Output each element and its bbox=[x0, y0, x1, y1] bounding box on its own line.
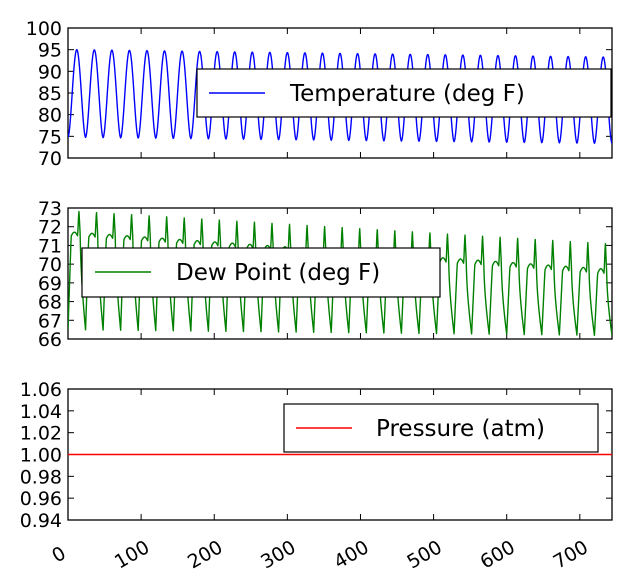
dew-point-ytick-label: 73 bbox=[38, 198, 62, 220]
legend-pressure: Pressure (atm) bbox=[283, 403, 599, 453]
temperature-ytick-label: 100 bbox=[26, 18, 62, 40]
pressure-ytick-label: 1.04 bbox=[20, 401, 62, 423]
legend-pressure-box bbox=[283, 403, 599, 453]
legend-temperature-label: Temperature (deg F) bbox=[289, 81, 525, 107]
pressure-ytick-label: 0.96 bbox=[20, 488, 62, 510]
dew-point-ytick-label: 66 bbox=[38, 329, 62, 351]
temperature-ytick-label: 70 bbox=[38, 148, 62, 170]
temperature-ytick-label: 95 bbox=[38, 40, 62, 62]
dew-point-ytick-label: 68 bbox=[38, 292, 62, 314]
pressure-xtick-label: 500 bbox=[403, 536, 445, 570]
temperature-ytick-label: 85 bbox=[38, 83, 62, 105]
pressure-ytick-label: 1.06 bbox=[20, 379, 62, 401]
dew-point-ytick-label: 67 bbox=[38, 310, 62, 332]
dew-point-ytick-label: 71 bbox=[38, 235, 62, 257]
panel-temperature-x-ticks bbox=[67, 28, 581, 158]
temperature-ytick-label: 80 bbox=[38, 105, 62, 127]
legend-dew-point: Dew Point (deg F) bbox=[81, 247, 441, 298]
legend-temperature-box bbox=[196, 68, 612, 118]
pressure-xtick-label: 100 bbox=[111, 536, 153, 570]
pressure-xtick-label: 0 bbox=[48, 542, 69, 567]
dew-point-ytick-label: 72 bbox=[38, 217, 62, 239]
panel-dew-point-x-ticks bbox=[67, 208, 581, 339]
legend-temperature: Temperature (deg F) bbox=[196, 68, 612, 118]
pressure-ytick-label: 1.02 bbox=[20, 423, 62, 445]
legend-pressure-label: Pressure (atm) bbox=[376, 416, 545, 442]
pressure-xtick-label: 600 bbox=[477, 536, 519, 570]
temperature-ytick-label: 75 bbox=[38, 126, 62, 148]
panel-pressure-y-ticks: 0.940.960.981.001.021.041.06 bbox=[20, 379, 612, 532]
pressure-ytick-label: 1.00 bbox=[20, 445, 62, 467]
dew-point-ytick-label: 69 bbox=[38, 273, 62, 295]
pressure-ytick-label: 0.98 bbox=[20, 466, 62, 488]
pressure-xtick-label: 700 bbox=[550, 536, 592, 570]
legend-dew-point-label: Dew Point (deg F) bbox=[176, 260, 380, 286]
pressure-xtick-label: 300 bbox=[257, 536, 299, 570]
panel-pressure: 0.940.960.981.001.021.041.06 0 100 200 300 4… bbox=[20, 379, 613, 570]
pressure-xtick-label: 400 bbox=[330, 536, 372, 570]
temperature-ytick-label: 90 bbox=[38, 61, 62, 83]
dew-point-ytick-label: 70 bbox=[38, 254, 62, 276]
pressure-ytick-label: 0.94 bbox=[20, 510, 62, 532]
pressure-xtick-label: 200 bbox=[184, 536, 226, 570]
